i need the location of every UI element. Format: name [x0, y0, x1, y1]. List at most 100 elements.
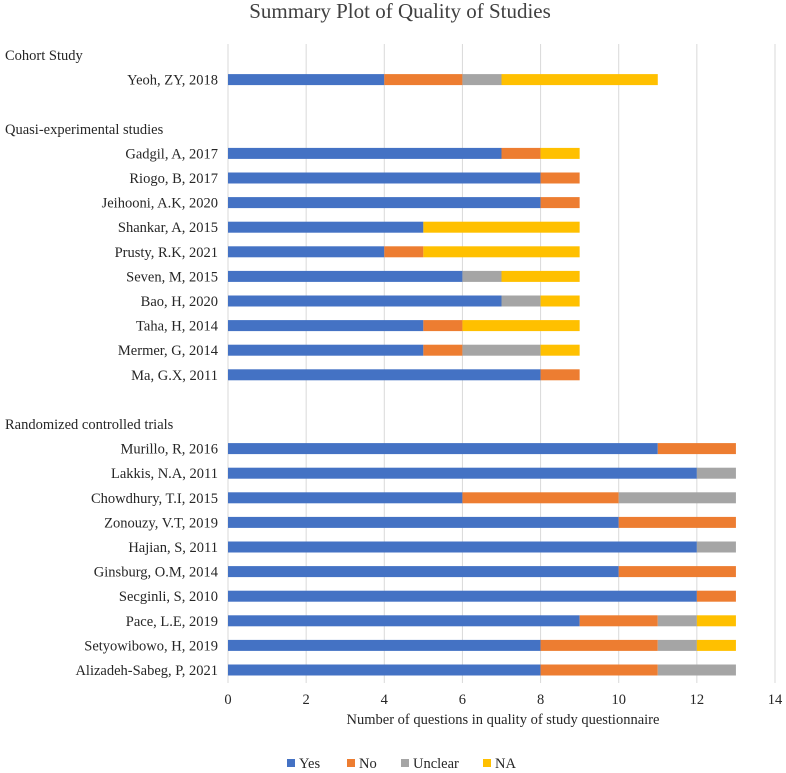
row-labels: Cohort Study Yeoh, ZY, 2018 Quasi-experime…	[5, 48, 219, 679]
bar-unclear-segment	[696, 541, 736, 553]
bar-unclear-segment	[657, 639, 697, 651]
bar-yes-segment	[228, 172, 541, 184]
bar-unclear-segment	[657, 664, 736, 676]
bar-unclear-segment	[696, 467, 736, 479]
gridlines	[227, 44, 776, 683]
legend-label: NA	[495, 756, 516, 772]
study-label: Chowdhury, T.I, 2015	[91, 491, 218, 507]
x-tick-label: 6	[459, 692, 466, 708]
bar-na-segment	[462, 320, 580, 332]
bar-na-segment	[540, 344, 580, 356]
study-label: Murillo, R, 2016	[121, 442, 218, 458]
bar-no-segment	[618, 516, 736, 528]
study-label: Alizadeh-Sabeg, P, 2021	[75, 663, 218, 679]
study-label: Ma, G.X, 2011	[131, 368, 218, 384]
bar-yes-segment	[228, 664, 541, 676]
study-label: Setyowibowo, H, 2019	[84, 638, 218, 654]
group-heading: Quasi-experimental studies	[5, 122, 164, 138]
study-label: Prusty, R.K, 2021	[115, 245, 218, 261]
chart-title: Summary Plot of Quality of Studies	[249, 0, 551, 23]
bar-na-segment	[423, 246, 580, 258]
bar-yes-segment	[228, 270, 463, 282]
bar-na-segment	[696, 615, 736, 627]
bar-no-segment	[540, 172, 580, 184]
bar-yes-segment	[228, 492, 463, 504]
x-tick-label: 8	[537, 692, 544, 708]
bar-no-segment	[540, 639, 658, 651]
legend-label: Yes	[299, 756, 320, 772]
x-tick-labels: 0 2 4 6 8 10 12 14	[224, 692, 783, 708]
bar-yes-segment	[228, 590, 697, 602]
study-label: Zonouzy, V.T, 2019	[104, 515, 218, 531]
x-tick-label: 4	[381, 692, 389, 708]
bar-yes-segment	[228, 443, 658, 455]
bar-no-segment	[462, 492, 619, 504]
bar-na-segment	[696, 639, 736, 651]
bar-na-segment	[501, 74, 658, 86]
bar-no-segment	[540, 369, 580, 381]
bar-yes-segment	[228, 246, 385, 258]
bar-yes-segment	[228, 516, 619, 528]
bar-unclear-segment	[462, 344, 541, 356]
bar-no-segment	[384, 74, 463, 86]
bar-yes-segment	[228, 74, 385, 86]
study-label: Mermer, G, 2014	[118, 343, 219, 359]
group-heading: Cohort Study	[5, 48, 83, 64]
bar-no-segment	[423, 344, 463, 356]
bar-yes-segment	[228, 197, 541, 209]
bar-no-segment	[579, 615, 658, 627]
study-label: Yeoh, ZY, 2018	[127, 73, 218, 89]
bar-yes-segment	[228, 639, 541, 651]
bar-no-segment	[540, 197, 580, 209]
bar-yes-segment	[228, 369, 541, 381]
bar-yes-segment	[228, 566, 619, 578]
x-tick-label: 0	[224, 692, 231, 708]
study-label: Riogo, B, 2017	[129, 171, 218, 187]
bar-yes-segment	[228, 467, 697, 479]
bar-unclear-segment	[462, 270, 502, 282]
legend-item-na: NA	[483, 756, 516, 772]
study-label: Jeihooni, A.K, 2020	[102, 196, 218, 212]
bar-yes-segment	[228, 615, 580, 627]
bar-no-segment	[657, 443, 736, 455]
bar-yes-segment	[228, 320, 424, 332]
x-tick-label: 2	[303, 692, 310, 708]
bar-na-segment	[423, 221, 580, 233]
study-label: Shankar, A, 2015	[118, 220, 218, 236]
legend-swatch	[401, 759, 409, 767]
bar-no-segment	[501, 147, 541, 159]
x-axis-title: Number of questions in quality of study …	[347, 712, 660, 728]
bar-unclear-segment	[501, 295, 541, 307]
legend-label: No	[359, 756, 377, 772]
bar-no-segment	[423, 320, 463, 332]
bar-no-segment	[618, 566, 736, 578]
bar-no-segment	[384, 246, 424, 258]
x-tick-label: 14	[768, 692, 783, 708]
legend-item-unclear: Unclear	[401, 756, 459, 772]
study-label: Seven, M, 2015	[126, 269, 218, 285]
bar-yes-segment	[228, 221, 424, 233]
bar-na-segment	[501, 270, 580, 282]
legend-swatch	[347, 759, 355, 767]
study-label: Hajian, S, 2011	[128, 540, 218, 556]
bar-na-segment	[540, 295, 580, 307]
bar-yes-segment	[228, 295, 502, 307]
bar-na-segment	[540, 147, 580, 159]
bar-yes-segment	[228, 147, 502, 159]
study-label: Secginli, S, 2010	[119, 589, 218, 605]
bar-yes-segment	[228, 344, 424, 356]
bar-unclear-segment	[618, 492, 736, 504]
bar-yes-segment	[228, 541, 697, 553]
study-label: Ginsburg, O.M, 2014	[94, 565, 219, 581]
legend-item-yes: Yes	[287, 756, 320, 772]
bar-unclear-segment	[657, 615, 697, 627]
study-label: Lakkis, N.A, 2011	[111, 466, 218, 482]
study-label: Gadgil, A, 2017	[125, 146, 218, 162]
legend-label: Unclear	[413, 756, 459, 772]
legend: Yes No Unclear NA	[287, 756, 516, 772]
x-tick-label: 12	[690, 692, 705, 708]
study-label: Taha, H, 2014	[136, 319, 219, 335]
study-label: Bao, H, 2020	[141, 294, 218, 310]
legend-item-no: No	[347, 756, 377, 772]
